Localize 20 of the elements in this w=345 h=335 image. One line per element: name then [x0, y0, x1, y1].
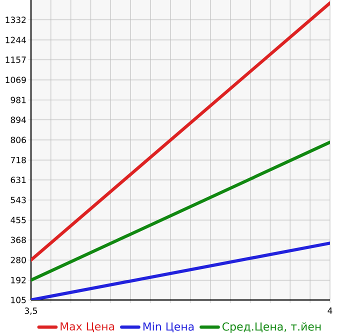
y-tick-label: 368: [10, 236, 26, 244]
y-tick-label: 631: [10, 176, 26, 184]
y-tick-label: 280: [10, 256, 26, 264]
y-tick-label: 105: [11, 296, 26, 304]
y-tick-label: 718: [10, 156, 26, 164]
y-tick-label: 1069: [6, 76, 26, 84]
y-tick-label: 192: [11, 276, 26, 284]
y-tick-label: 806: [10, 136, 26, 144]
legend-label: Max Цена: [60, 322, 114, 332]
y-tick-label: 981: [10, 96, 26, 104]
x-tick-label: 4: [328, 308, 332, 314]
y-tick-label: 455: [10, 216, 26, 224]
x-tick-label: 3,5: [24, 308, 38, 315]
y-tick-label: 543: [10, 196, 26, 204]
y-tick-label: 1157: [6, 56, 26, 63]
legend-label: Min Цена: [143, 322, 194, 332]
y-tick-label: 1244: [6, 36, 26, 44]
y-tick-label: 1332: [6, 16, 26, 24]
legend-label: Сред.Цена, т.йен: [222, 322, 321, 333]
y-tick-label: 894: [10, 116, 26, 124]
